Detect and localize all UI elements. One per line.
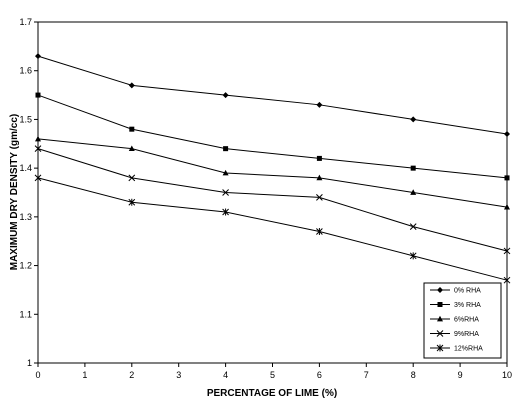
- data-point: [222, 92, 229, 99]
- y-tick-label: 1.2: [19, 261, 32, 271]
- x-tick-label: 10: [502, 370, 512, 380]
- data-point: [504, 175, 510, 181]
- data-point: [128, 82, 135, 89]
- data-point: [504, 203, 510, 210]
- series-line: [37, 94, 508, 179]
- series-group: [35, 53, 510, 138]
- data-point: [316, 101, 323, 108]
- data-point: [35, 135, 41, 142]
- x-tick-label: 5: [270, 370, 275, 380]
- x-axis-title: PERCENTAGE OF LIME (%): [207, 388, 337, 399]
- data-point: [222, 169, 229, 176]
- legend-marker: [437, 302, 443, 307]
- series-group: [35, 92, 510, 181]
- series-line: [37, 177, 508, 281]
- series-group: [34, 145, 511, 255]
- legend-marker: [437, 287, 443, 293]
- legend-marker: [436, 330, 444, 337]
- legend-label: 9%RHA: [454, 331, 479, 338]
- data-point: [35, 92, 41, 98]
- legend-marker: [437, 315, 443, 322]
- data-point: [410, 165, 416, 171]
- data-point: [222, 189, 229, 196]
- x-tick-label: 2: [129, 370, 134, 380]
- x-tick-label: 9: [458, 370, 463, 380]
- data-point: [410, 189, 417, 195]
- data-point: [34, 145, 42, 153]
- x-tick-label: 7: [364, 370, 369, 380]
- data-point: [34, 174, 42, 182]
- data-point: [409, 223, 417, 230]
- series-group: [34, 174, 511, 284]
- x-tick-label: 6: [317, 370, 322, 380]
- legend-label: 3% RHA: [454, 302, 481, 309]
- y-axis-title: MAXIMUM DRY DENSITY (gm/cc): [9, 114, 20, 271]
- y-tick-label: 1.1: [19, 309, 32, 319]
- data-point: [409, 252, 417, 260]
- data-point: [35, 53, 41, 60]
- y-tick-label: 1.6: [19, 66, 32, 76]
- y-axis-ticks: 1 1.1 1.2 1.3 1.4 1.5 1.6 1.7: [19, 17, 38, 368]
- data-point: [316, 174, 323, 181]
- x-tick-label: 0: [35, 370, 40, 380]
- y-tick-label: 1.3: [19, 212, 32, 222]
- data-point: [128, 145, 135, 152]
- legend-label: 12%RHA: [454, 346, 483, 353]
- series-layer: [34, 53, 511, 284]
- x-tick-label: 3: [176, 370, 181, 380]
- legend-entry: 9%RHA: [430, 330, 479, 338]
- y-tick-label: 1.5: [19, 114, 32, 124]
- x-tick-label: 8: [411, 370, 416, 380]
- data-point: [316, 194, 323, 201]
- series-line: [37, 55, 508, 135]
- data-point: [128, 174, 136, 182]
- legend-marker: [436, 344, 444, 352]
- x-tick-label: 1: [82, 370, 87, 380]
- legend-label: 0% RHA: [454, 288, 481, 295]
- legend-entry: 6%RHA: [430, 315, 479, 324]
- data-point: [316, 155, 322, 161]
- x-axis-ticks: 0 1 2 3 4 5 6 7 8 9 10: [35, 363, 512, 380]
- legend-entry: 0% RHA: [430, 287, 481, 295]
- series-line: [37, 148, 508, 252]
- data-point: [129, 126, 135, 132]
- series-group: [35, 135, 510, 210]
- y-tick-label: 1.4: [19, 163, 32, 173]
- x-tick-label: 4: [223, 370, 228, 380]
- data-point: [503, 247, 511, 255]
- data-point: [503, 276, 511, 284]
- data-point: [222, 208, 229, 216]
- data-point: [504, 131, 510, 138]
- data-point: [128, 198, 136, 206]
- y-tick-label: 1.7: [19, 17, 32, 27]
- data-point: [223, 146, 229, 152]
- legend-entry: 3% RHA: [430, 302, 481, 309]
- legend-label: 6%RHA: [454, 317, 479, 324]
- series-line: [37, 138, 508, 208]
- legend-entry: 12%RHA: [430, 344, 483, 353]
- legend: 0% RHA 3% RHA 6%RHA 9%RHA 12%RHA: [423, 282, 502, 359]
- data-point: [316, 227, 323, 235]
- y-tick-label: 1: [27, 358, 32, 368]
- data-point: [410, 116, 417, 123]
